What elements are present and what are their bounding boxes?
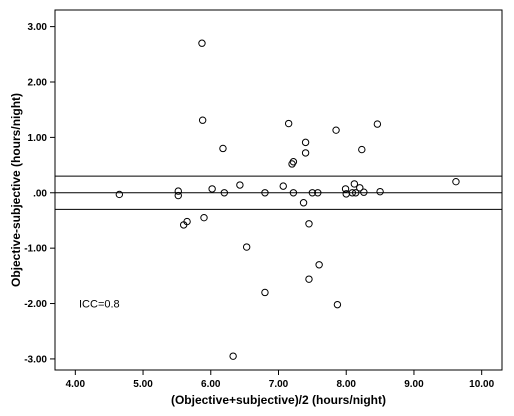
x-tick-label: 8.00: [336, 379, 356, 390]
data-point: [333, 300, 342, 309]
x-axis-title: (Objective+subjective)/2 (hours/night): [171, 393, 386, 407]
data-point: [236, 181, 244, 189]
data-point: [315, 261, 323, 269]
data-point: [341, 185, 350, 193]
x-tick-label: 9.00: [404, 379, 424, 390]
x-tick-label: 5.00: [133, 379, 153, 390]
y-tick-label: 1.00: [28, 133, 48, 144]
data-point: [308, 189, 317, 197]
data-point: [229, 352, 237, 360]
icc-annotation: ICC=0.8: [79, 299, 120, 311]
y-axis-ticks: 3.00 2.00 1.00 .00 -1.00 -2.00 -3.00: [24, 22, 55, 365]
data-point: [174, 187, 182, 195]
data-point: [301, 149, 310, 157]
y-tick-label: 3.00: [28, 22, 48, 33]
data-point: [198, 39, 206, 47]
data-point: [198, 116, 207, 124]
data-point: [305, 220, 313, 228]
data-point: [279, 182, 287, 190]
x-tick-label: 6.00: [201, 379, 221, 390]
data-point: [332, 126, 340, 134]
data-point: [350, 180, 359, 188]
data-point: [289, 158, 298, 166]
data-point: [358, 145, 366, 154]
data-point: [183, 217, 191, 226]
x-tick-label: 10.00: [469, 379, 494, 390]
y-tick-label: -2.00: [24, 299, 47, 310]
data-point: [284, 119, 293, 128]
data-point: [373, 120, 382, 128]
y-tick-label: .00: [33, 188, 47, 199]
x-tick-label: 7.00: [269, 379, 289, 390]
data-point: [261, 288, 269, 297]
data-point: [305, 275, 313, 283]
data-point: [219, 144, 227, 153]
data-point: [208, 185, 216, 193]
data-point: [356, 184, 364, 192]
data-point: [348, 189, 357, 197]
y-axis-title: Objective-subjective (hours/night): [9, 93, 23, 287]
data-point: [299, 199, 308, 207]
data-point: [452, 177, 460, 186]
data-points: [115, 39, 460, 360]
data-point: [376, 187, 384, 196]
data-point: [115, 190, 124, 199]
data-point: [200, 213, 208, 222]
data-point: [242, 243, 251, 251]
data-point: [301, 138, 310, 147]
y-tick-label: 2.00: [28, 78, 48, 89]
data-point: [174, 191, 182, 200]
x-axis-ticks: 4.00 5.00 6.00 7.00 8.00 9.00 10.00: [66, 370, 495, 390]
data-point: [360, 188, 368, 196]
data-point: [289, 189, 298, 197]
data-point: [352, 189, 360, 197]
y-tick-label: -3.00: [24, 354, 47, 365]
data-point: [220, 189, 229, 197]
reference-lines: [55, 175, 502, 210]
data-point: [261, 189, 269, 197]
data-point: [314, 189, 322, 197]
y-tick-label: -1.00: [24, 244, 47, 255]
x-tick-label: 4.00: [66, 379, 86, 390]
